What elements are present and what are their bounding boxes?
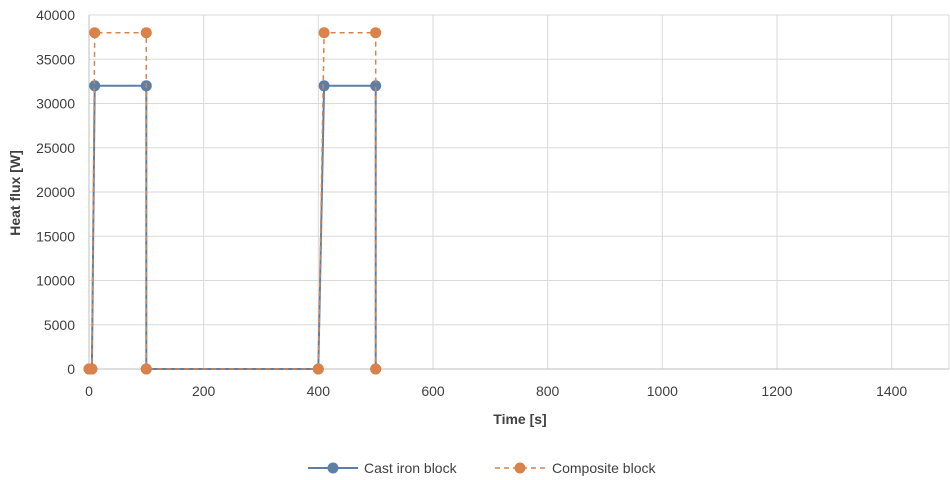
x-tick-label: 1200 — [761, 383, 792, 399]
series-layer — [83, 27, 382, 375]
series-line-cast-iron-block — [89, 84, 377, 370]
legend: Cast iron block Composite block — [308, 460, 656, 476]
data-point-composite-block — [312, 363, 324, 375]
y-tick-label: 20000 — [36, 184, 75, 200]
y-tick-label: 15000 — [36, 228, 75, 244]
data-point-composite-block — [370, 27, 382, 39]
data-point-composite-block — [86, 363, 98, 375]
y-tick-label: 5000 — [44, 317, 75, 333]
grid — [89, 14, 950, 369]
data-point-composite-block — [318, 27, 330, 39]
legend-label-cast-iron: Cast iron block — [364, 460, 458, 476]
y-tick-label: 40000 — [36, 7, 75, 23]
legend-label-composite: Composite block — [552, 460, 656, 476]
x-tick-label: 1000 — [647, 383, 678, 399]
data-point-composite-block — [370, 363, 382, 375]
y-axis-title: Heat flux [W] — [7, 150, 23, 236]
y-tick-label: 10000 — [36, 273, 75, 289]
legend-item-cast-iron[interactable]: Cast iron block — [308, 460, 458, 476]
x-tick-label: 400 — [307, 383, 331, 399]
data-point-composite-block — [140, 363, 152, 375]
tick-labels: 0500010000150002000025000300003500040000… — [36, 7, 907, 399]
data-point-composite-block — [89, 27, 101, 39]
x-axis-title: Time [s] — [493, 411, 546, 427]
data-point-cast-iron-block — [318, 80, 330, 92]
legend-item-composite[interactable]: Composite block — [495, 460, 656, 476]
x-tick-label: 1400 — [876, 383, 907, 399]
y-tick-label: 0 — [67, 361, 75, 377]
x-tick-label: 0 — [85, 383, 93, 399]
y-tick-label: 25000 — [36, 140, 75, 156]
y-tick-label: 30000 — [36, 96, 75, 112]
x-tick-label: 200 — [192, 383, 216, 399]
data-point-composite-block — [140, 27, 152, 39]
x-tick-label: 800 — [536, 383, 560, 399]
y-tick-label: 35000 — [36, 51, 75, 67]
data-point-cast-iron-block — [89, 80, 101, 92]
series-composite-block — [83, 27, 382, 375]
legend-marker-composite — [514, 462, 526, 474]
legend-marker-cast-iron — [327, 462, 339, 474]
data-point-cast-iron-block — [370, 80, 382, 92]
x-tick-label: 600 — [421, 383, 445, 399]
series-cast-iron-block — [83, 80, 382, 375]
series-line-composite-block — [89, 31, 377, 370]
